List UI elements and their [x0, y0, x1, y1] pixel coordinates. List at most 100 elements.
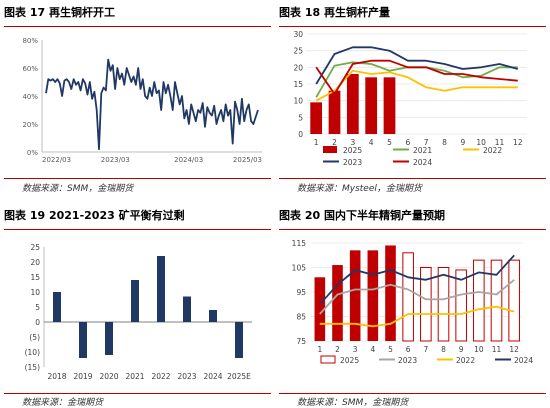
x-tick-label: 2023: [177, 372, 196, 379]
source-note: 数据来源：金瑞期货: [22, 398, 104, 408]
x-tick-label: 4: [369, 138, 374, 147]
x-tick-label: 7: [424, 138, 429, 147]
bar-2025-actual: [349, 250, 361, 341]
bar-2025-actual: [332, 265, 343, 341]
x-tick-label: 12: [509, 345, 519, 354]
x-tick-label: 8: [442, 138, 447, 147]
series-line-2024: [319, 254, 515, 305]
panel-recycled-rod-output: 图表 18 再生铜杆产量 0 5 10 15 20 25 30 1 2 3 4 5 6 7 8 9 10 11 12…: [275, 0, 550, 203]
y-tick-label: 60%: [22, 65, 38, 73]
bar-2025-forecast: [490, 259, 503, 342]
x-tick-label: 1: [317, 345, 322, 354]
x-tick-label: 3: [353, 345, 358, 354]
x-tick-label: 2025/03: [233, 156, 262, 164]
x-tick-label: 2: [332, 138, 337, 147]
x-tick-label: 3: [350, 138, 355, 147]
bar-2025: [346, 74, 359, 134]
x-tick-label: 2: [335, 345, 340, 354]
series-line-2024: [315, 59, 518, 95]
x-tick-label: 2020: [99, 372, 118, 379]
y-tick-label: 30: [293, 30, 303, 39]
y-tick-label: 75: [296, 337, 306, 346]
bar-2025-actual: [314, 277, 326, 341]
x-tick-label: 7: [423, 345, 428, 354]
balance-bar-2019: [79, 322, 87, 358]
source-note: 数据来源：Mysteel，金瑞期货: [297, 184, 422, 194]
x-tick-label: 6: [405, 138, 410, 147]
bar-2025-forecast: [508, 259, 520, 342]
y-tick-label: 20: [293, 63, 303, 72]
bar-2025-forecast: [402, 252, 414, 342]
x-tick-label: 2018: [47, 372, 66, 379]
legend-label-2021: 2021: [413, 146, 432, 155]
series-line-2023: [319, 279, 515, 315]
panel-title: 图表 17 再生铜杆开工: [4, 6, 115, 19]
x-tick-label: 10: [474, 345, 484, 354]
x-tick-label: 10: [476, 138, 486, 147]
mine-balance-bar-chart: (15) (10) (5) 0 5 10 15 20 25 2018 2019 2020 2021 202…: [25, 243, 252, 379]
source-divider: [4, 393, 271, 394]
balance-bar-2018: [53, 292, 61, 322]
panel-title: 图表 20 国内下半年精铜产量预期: [279, 209, 445, 222]
y-tick-label: 85: [296, 313, 306, 322]
y-tick-label: 0: [298, 130, 303, 139]
bar-2025-forecast: [437, 267, 450, 342]
bar-2025: [383, 77, 396, 134]
balance-bar-2024: [209, 310, 217, 322]
y-tick-label: 20%: [22, 121, 38, 129]
y-tick-label: 80%: [22, 37, 38, 45]
panel-title-bar: [4, 207, 271, 230]
panel-title: 图表 18 再生铜杆产量: [279, 6, 390, 19]
x-tick-label: 6: [406, 345, 411, 354]
x-tick-label: 9: [460, 138, 465, 147]
legend-label-2022: 2022: [456, 356, 475, 365]
balance-bar-2025E: [235, 322, 243, 358]
bar-2025-forecast: [473, 259, 485, 342]
x-tick-label: 5: [388, 345, 393, 354]
legend-label-2025: 2025: [343, 146, 362, 155]
y-tick-label: (15): [25, 363, 40, 372]
y-tick-label: 10: [293, 97, 303, 106]
source-note: 数据来源：SMM，金瑞期货: [297, 398, 409, 408]
x-tick-label: 2019: [73, 372, 92, 379]
y-tick-label: 40%: [22, 93, 38, 101]
series-line-2022: [319, 305, 515, 328]
bar-2025: [328, 90, 341, 134]
balance-bar-2023: [183, 296, 191, 322]
y-tick-label: 5: [35, 303, 40, 312]
panel-refined-copper-output: 图表 20 国内下半年精铜产量预期 75 85 95 105 115 1 2 3 4 5 6 7 8 9 1…: [275, 203, 550, 408]
panel-mine-balance: 图表 19 2021-2023 矿平衡有过剩 (15) (10) (5) 0 5 10 15…: [0, 203, 275, 408]
x-tick-label: 9: [459, 345, 464, 354]
utilization-line-chart: 0% 20% 40% 60% 80% 2022/03 2023/03 2024/03 2025/…: [22, 37, 262, 164]
balance-bar-2022: [157, 256, 165, 322]
bar-2025-forecast: [455, 269, 467, 342]
x-tick-label: 2021: [125, 372, 144, 379]
panel-recycled-rod-utilization: 图表 17 再生铜杆开工 0% 20% 40% 60% 80% 2022/03 2023/0…: [0, 0, 275, 203]
y-tick-label: (5): [29, 333, 40, 342]
bar-2025-forecast: [420, 267, 432, 342]
y-tick-label: 20: [30, 258, 40, 267]
x-tick-label: 12: [513, 138, 523, 147]
source-divider: [279, 178, 546, 179]
x-tick-label: 5: [387, 138, 392, 147]
panel-title-bar: [279, 4, 546, 27]
x-tick-label: 8: [441, 345, 446, 354]
y-tick-label: 15: [293, 80, 303, 89]
x-tick-label: 2024: [203, 372, 222, 379]
y-tick-label: 15: [30, 273, 40, 282]
utilization-series-line: [45, 58, 259, 151]
x-tick-label: 2022/03: [42, 156, 71, 164]
y-tick-label: 25: [293, 47, 303, 56]
x-tick-label: 1: [314, 138, 319, 147]
y-tick-label: 115: [292, 239, 307, 248]
legend-label-2022: 2022: [483, 146, 502, 155]
legend-label-2024: 2024: [514, 356, 533, 365]
legend-swatch-2025: [320, 355, 336, 364]
balance-bar-2021: [131, 280, 139, 322]
x-tick-label: 11: [492, 345, 502, 354]
y-tick-label: 95: [296, 288, 306, 297]
panel-title: 图表 19 2021-2023 矿平衡有过剩: [4, 209, 185, 222]
y-tick-label: 10: [30, 288, 40, 297]
